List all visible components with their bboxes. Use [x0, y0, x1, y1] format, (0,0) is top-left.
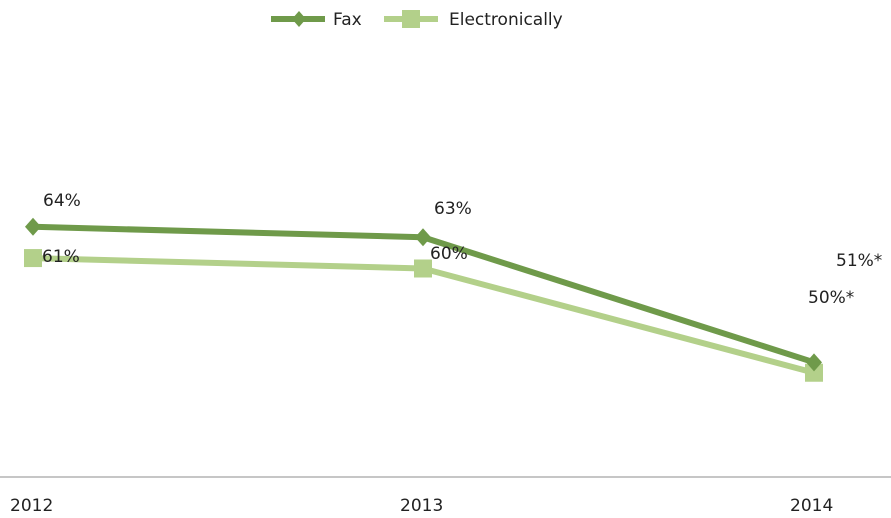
data-label-electronically-2014: 50%* [808, 288, 854, 308]
marker-electronically-2014 [805, 363, 823, 382]
data-label-fax-2012: 64% [43, 191, 81, 211]
marker-electronically-2012 [24, 249, 42, 268]
legend-label-electronically: Electronically [449, 10, 563, 30]
series-electronically [24, 249, 823, 382]
legend-label-fax: Fax [333, 10, 362, 30]
marker-fax-2014 [806, 353, 822, 372]
data-label-fax-2014: 51%* [836, 251, 882, 271]
x-tick-2012: 2012 [10, 496, 53, 516]
marker-electronically-2013 [414, 259, 432, 278]
x-tick-2014: 2014 [790, 496, 833, 516]
data-label-fax-2013: 63% [434, 199, 472, 219]
marker-fax-2013 [415, 228, 431, 247]
legend-item-fax: Fax [271, 10, 362, 30]
x-tick-2013: 2013 [400, 496, 443, 516]
data-label-electronically-2012: 61% [42, 247, 80, 267]
marker-fax-2012 [25, 217, 41, 236]
series-fax [25, 217, 822, 372]
legend: Fax Electronically [271, 10, 563, 30]
legend-item-electronically: Electronically [384, 10, 563, 30]
data-label-electronically-2013: 60% [430, 244, 468, 264]
